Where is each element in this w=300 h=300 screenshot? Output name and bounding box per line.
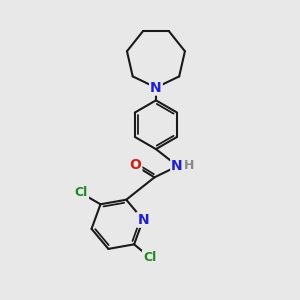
Text: O: O	[130, 158, 141, 172]
Text: H: H	[184, 159, 194, 172]
Text: Cl: Cl	[75, 187, 88, 200]
Text: N: N	[137, 213, 149, 227]
Text: N: N	[150, 81, 162, 94]
Text: N: N	[171, 159, 183, 173]
Text: Cl: Cl	[143, 250, 156, 264]
